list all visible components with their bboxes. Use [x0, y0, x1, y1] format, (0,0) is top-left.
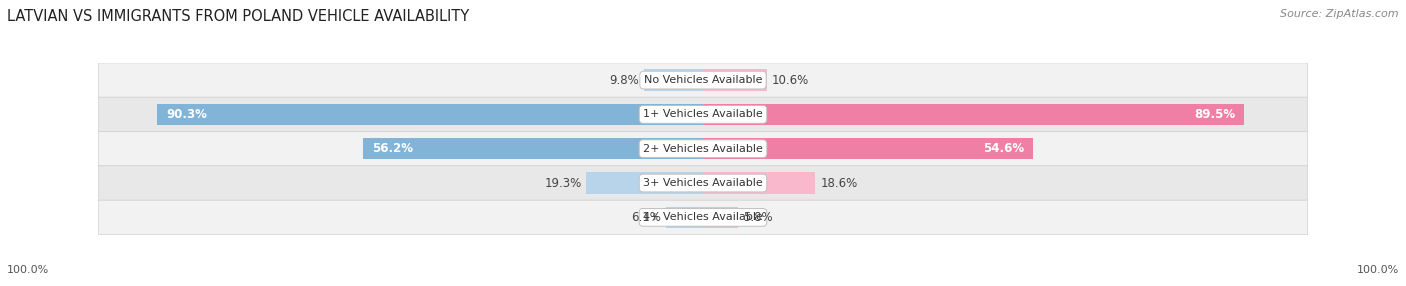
Text: LATVIAN VS IMMIGRANTS FROM POLAND VEHICLE AVAILABILITY: LATVIAN VS IMMIGRANTS FROM POLAND VEHICL…: [7, 9, 470, 23]
Bar: [703, 172, 815, 194]
Bar: [666, 207, 703, 228]
Text: 4+ Vehicles Available: 4+ Vehicles Available: [643, 212, 763, 222]
Text: 19.3%: 19.3%: [544, 176, 582, 190]
Bar: [586, 172, 703, 194]
Text: 3+ Vehicles Available: 3+ Vehicles Available: [643, 178, 763, 188]
Text: 18.6%: 18.6%: [820, 176, 858, 190]
Text: 2+ Vehicles Available: 2+ Vehicles Available: [643, 144, 763, 154]
Text: 89.5%: 89.5%: [1194, 108, 1234, 121]
Text: 56.2%: 56.2%: [373, 142, 413, 155]
Bar: [703, 207, 738, 228]
Bar: [703, 138, 1033, 159]
Text: 100.0%: 100.0%: [7, 265, 49, 275]
Bar: [363, 138, 703, 159]
Text: 10.6%: 10.6%: [772, 74, 810, 87]
Text: 6.1%: 6.1%: [631, 211, 661, 224]
FancyBboxPatch shape: [98, 166, 1308, 200]
FancyBboxPatch shape: [98, 97, 1308, 132]
Text: 90.3%: 90.3%: [166, 108, 207, 121]
Bar: [157, 104, 703, 125]
Text: 1+ Vehicles Available: 1+ Vehicles Available: [643, 110, 763, 119]
FancyBboxPatch shape: [98, 200, 1308, 235]
FancyBboxPatch shape: [98, 63, 1308, 97]
Bar: [703, 69, 768, 91]
FancyBboxPatch shape: [98, 132, 1308, 166]
Text: 9.8%: 9.8%: [609, 74, 638, 87]
Text: 54.6%: 54.6%: [983, 142, 1024, 155]
Bar: [703, 104, 1244, 125]
Text: 5.8%: 5.8%: [742, 211, 772, 224]
Bar: [644, 69, 703, 91]
Text: Source: ZipAtlas.com: Source: ZipAtlas.com: [1281, 9, 1399, 19]
Text: No Vehicles Available: No Vehicles Available: [644, 75, 762, 85]
Text: 100.0%: 100.0%: [1357, 265, 1399, 275]
